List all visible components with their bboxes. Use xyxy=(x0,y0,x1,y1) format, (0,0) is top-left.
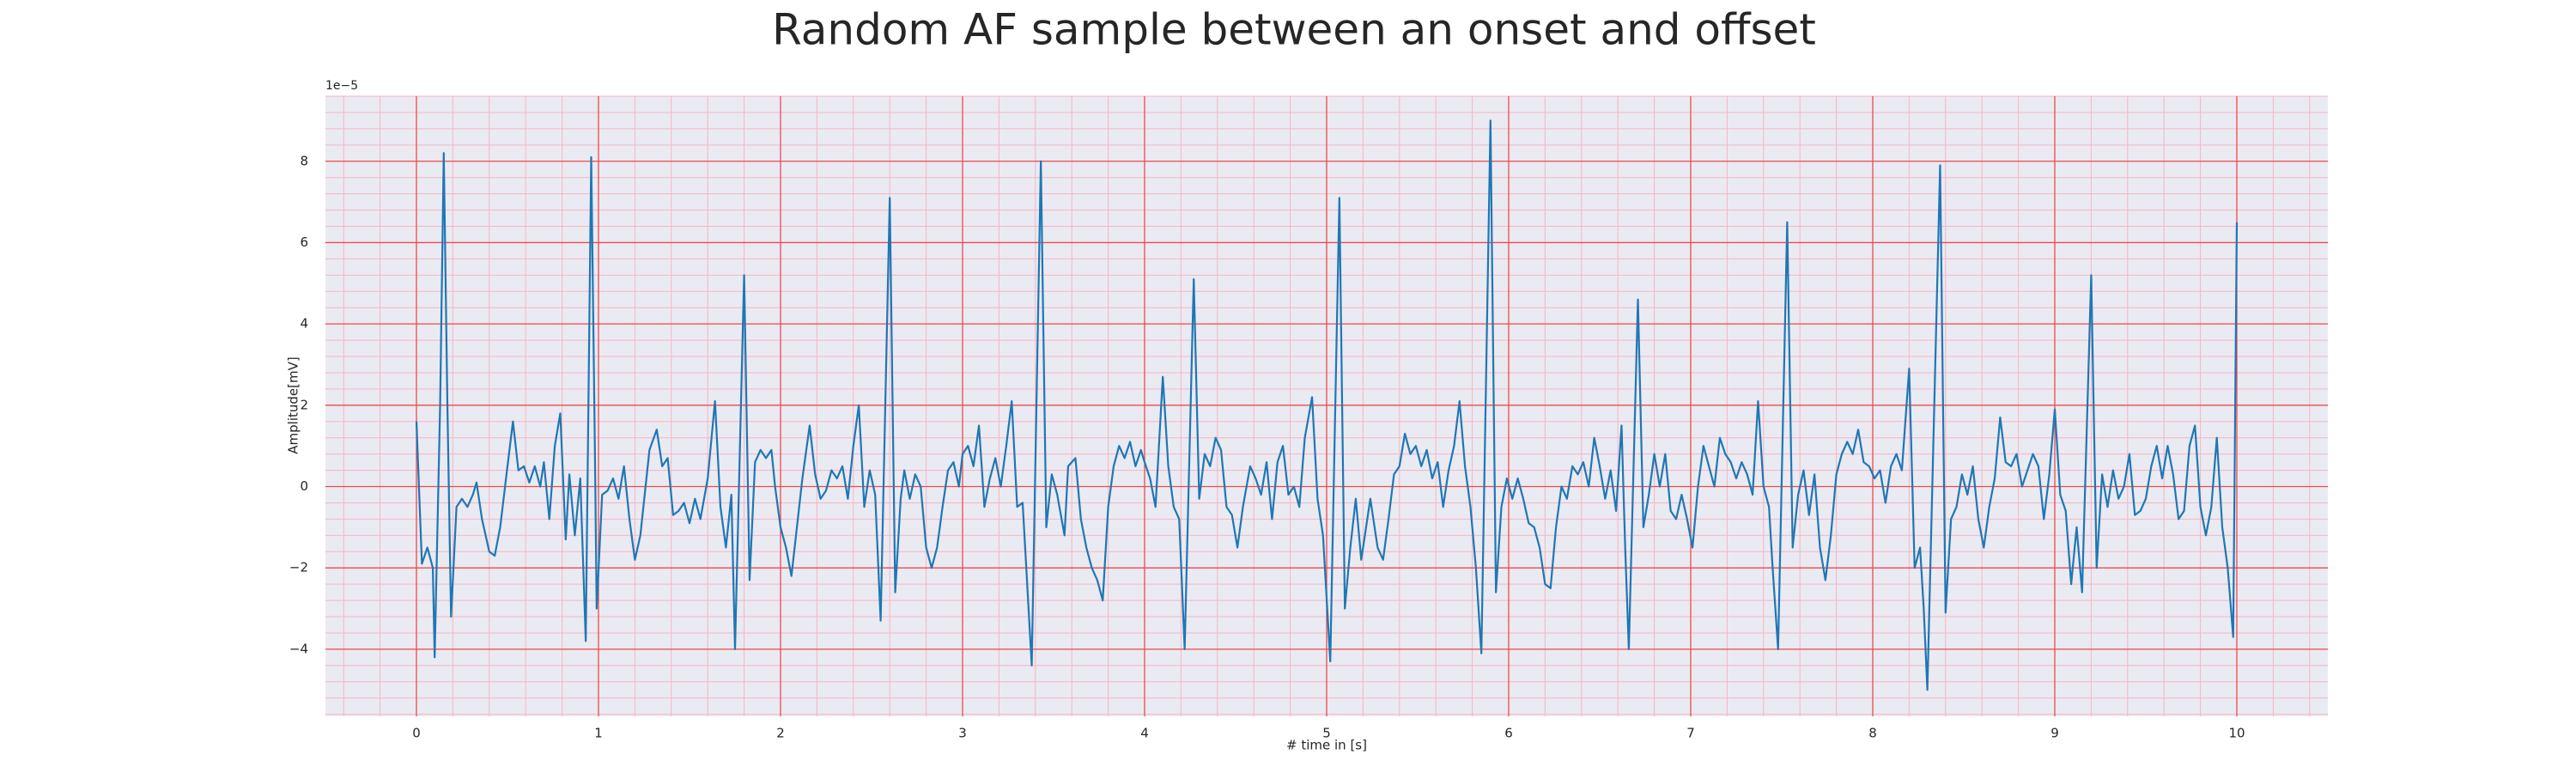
x-tick-label: 1 xyxy=(594,726,603,741)
x-tick-label: 5 xyxy=(1322,726,1331,741)
y-axis-label: Amplitude[mV] xyxy=(286,356,301,453)
y-tick-label: 6 xyxy=(300,234,308,250)
y-tick-label: −4 xyxy=(289,641,308,656)
y-tick-label: 8 xyxy=(300,153,308,168)
x-tick-label: 0 xyxy=(412,726,421,741)
x-tick-label: 9 xyxy=(2050,726,2059,741)
y-tick-label: 4 xyxy=(300,316,308,332)
x-tick-label: 7 xyxy=(1686,726,1695,741)
x-tick-label: 10 xyxy=(2228,726,2245,741)
data-line xyxy=(415,119,2239,691)
x-tick-label: 3 xyxy=(958,726,967,741)
chart-title: Random AF sample between an onset and of… xyxy=(772,5,1816,55)
y-tick-label: 0 xyxy=(300,478,308,494)
y-tick-label: 2 xyxy=(300,397,308,412)
x-tick-label: 8 xyxy=(1868,726,1877,741)
y-offset-label: 1e−5 xyxy=(325,79,358,93)
x-axis-label: # time in [s] xyxy=(1286,738,1367,753)
y-tick-label: −2 xyxy=(289,560,308,575)
x-tick-label: 2 xyxy=(776,726,785,741)
x-tick-label: 4 xyxy=(1140,726,1149,741)
x-tick-label: 6 xyxy=(1504,726,1513,741)
